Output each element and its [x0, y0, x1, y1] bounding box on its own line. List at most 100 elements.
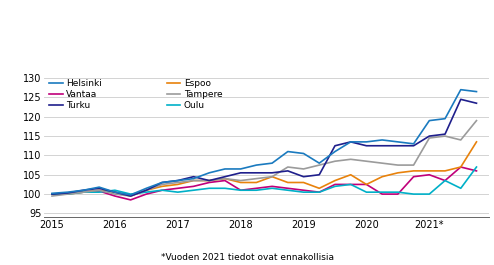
Turku — [395, 144, 401, 147]
Vantaa — [285, 187, 291, 190]
Vantaa — [112, 195, 118, 198]
Oulu — [379, 191, 385, 194]
Oulu — [300, 191, 306, 194]
Tampere — [300, 167, 306, 171]
Espoo — [426, 169, 432, 173]
Espoo — [206, 179, 212, 182]
Espoo — [159, 185, 165, 188]
Espoo — [269, 175, 275, 178]
Helsinki — [206, 171, 212, 174]
Tampere — [159, 183, 165, 186]
Tampere — [411, 164, 416, 167]
Espoo — [143, 189, 149, 192]
Tampere — [474, 119, 480, 122]
Tampere — [191, 179, 197, 182]
Oulu — [238, 189, 244, 192]
Vantaa — [411, 175, 416, 178]
Tampere — [379, 162, 385, 165]
Helsinki — [379, 138, 385, 142]
Vantaa — [474, 169, 480, 173]
Turku — [65, 191, 71, 195]
Turku — [474, 101, 480, 105]
Line: Tampere: Tampere — [52, 121, 477, 196]
Espoo — [191, 179, 197, 182]
Oulu — [81, 191, 86, 194]
Helsinki — [159, 181, 165, 184]
Helsinki — [81, 189, 86, 192]
Tampere — [253, 177, 259, 180]
Turku — [332, 144, 338, 147]
Espoo — [81, 191, 86, 194]
Tampere — [81, 191, 86, 194]
Helsinki — [253, 164, 259, 167]
Tampere — [395, 164, 401, 167]
Oulu — [253, 189, 259, 192]
Oulu — [143, 191, 149, 194]
Turku — [175, 179, 181, 182]
Tampere — [332, 160, 338, 163]
Helsinki — [316, 162, 322, 165]
Turku — [348, 140, 354, 143]
Oulu — [348, 183, 354, 186]
Tampere — [143, 189, 149, 192]
Espoo — [175, 183, 181, 186]
Turku — [253, 171, 259, 174]
Espoo — [49, 192, 55, 196]
Espoo — [474, 140, 480, 143]
Turku — [159, 181, 165, 184]
Oulu — [269, 187, 275, 190]
Helsinki — [127, 193, 133, 196]
Tampere — [65, 192, 71, 196]
Espoo — [253, 181, 259, 184]
Espoo — [222, 177, 228, 180]
Helsinki — [395, 140, 401, 143]
Turku — [127, 195, 133, 198]
Turku — [112, 191, 118, 194]
Turku — [81, 189, 86, 192]
Turku — [222, 175, 228, 178]
Oulu — [127, 192, 133, 196]
Turku — [442, 132, 448, 136]
Helsinki — [364, 140, 370, 143]
Oulu — [222, 187, 228, 190]
Helsinki — [175, 179, 181, 182]
Tampere — [348, 158, 354, 161]
Espoo — [442, 169, 448, 173]
Line: Espoo: Espoo — [52, 142, 477, 196]
Vantaa — [127, 198, 133, 201]
Oulu — [159, 189, 165, 192]
Tampere — [285, 165, 291, 169]
Helsinki — [191, 177, 197, 180]
Helsinki — [238, 167, 244, 171]
Helsinki — [112, 191, 118, 194]
Espoo — [364, 183, 370, 186]
Oulu — [175, 191, 181, 194]
Turku — [300, 175, 306, 178]
Turku — [316, 173, 322, 176]
Espoo — [379, 175, 385, 178]
Tampere — [316, 164, 322, 167]
Tampere — [206, 179, 212, 182]
Line: Turku: Turku — [52, 99, 477, 196]
Tampere — [426, 136, 432, 140]
Espoo — [112, 191, 118, 194]
Vantaa — [426, 173, 432, 176]
Vantaa — [238, 189, 244, 192]
Espoo — [395, 171, 401, 174]
Oulu — [442, 179, 448, 182]
Turku — [411, 144, 416, 147]
Oulu — [474, 165, 480, 169]
Line: Vantaa: Vantaa — [52, 167, 477, 200]
Helsinki — [300, 152, 306, 155]
Oulu — [316, 191, 322, 194]
Espoo — [300, 181, 306, 184]
Espoo — [348, 173, 354, 176]
Turku — [191, 175, 197, 178]
Helsinki — [474, 90, 480, 93]
Vantaa — [65, 192, 71, 195]
Espoo — [316, 187, 322, 190]
Turku — [285, 169, 291, 173]
Tampere — [49, 195, 55, 198]
Helsinki — [65, 191, 71, 194]
Turku — [269, 171, 275, 174]
